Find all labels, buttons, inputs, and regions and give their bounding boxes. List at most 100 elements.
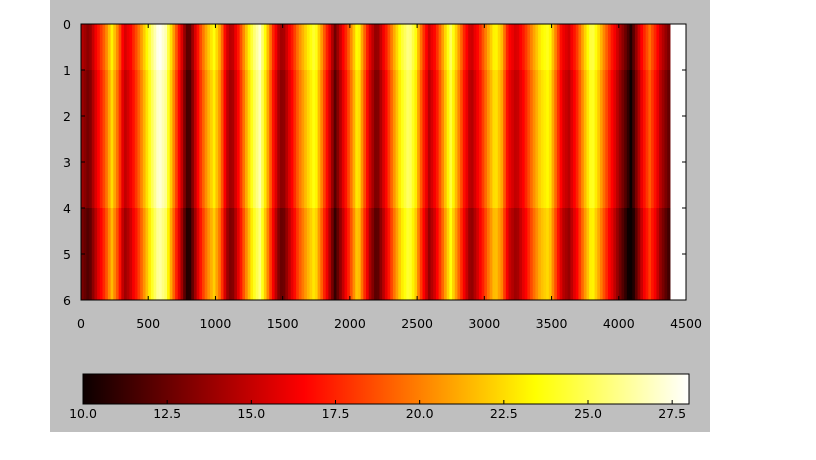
x-tick-label: 2500 <box>401 316 433 331</box>
heatmap-cell <box>586 208 590 300</box>
heatmap-cell <box>183 24 187 70</box>
heatmap-cell <box>589 208 593 300</box>
heatmap-cell <box>175 24 179 70</box>
heatmap-cell <box>484 24 488 70</box>
heatmap-cell <box>258 24 262 70</box>
heatmap-cell <box>212 70 217 208</box>
heatmap-cell <box>247 70 251 208</box>
heatmap-cell <box>212 24 217 70</box>
heatmap-cell <box>301 208 305 300</box>
heatmap-cell <box>484 208 488 300</box>
heatmap-cell <box>438 24 442 70</box>
heatmap-cell <box>599 208 604 300</box>
heatmap-cell <box>339 24 343 70</box>
y-tick-label: 6 <box>63 293 71 308</box>
heatmap-cell <box>602 208 606 300</box>
heatmap-cell <box>177 208 182 300</box>
heatmap-cell <box>293 208 297 300</box>
heatmap-cell <box>478 208 483 300</box>
heatmap-cell <box>325 208 329 300</box>
heatmap-cell <box>263 24 268 70</box>
heatmap-cell <box>384 70 389 208</box>
heatmap-cell <box>368 70 372 208</box>
heatmap-cell <box>430 70 434 208</box>
heatmap-cell <box>419 208 424 300</box>
heatmap-cell <box>331 208 335 300</box>
heatmap-cell <box>312 70 316 208</box>
heatmap-cell <box>624 24 628 70</box>
heatmap-cell <box>357 208 362 300</box>
heatmap-cell <box>513 208 518 300</box>
heatmap-cell <box>336 208 340 300</box>
heatmap-cell <box>546 70 550 208</box>
heatmap-cell <box>274 70 278 208</box>
heatmap-cell <box>293 70 297 208</box>
heatmap-cell <box>559 24 563 70</box>
heatmap-cell <box>629 70 633 208</box>
heatmap-cell <box>661 70 666 208</box>
heatmap-cell <box>220 208 225 300</box>
heatmap-cell <box>452 70 456 208</box>
heatmap-cell <box>613 70 617 208</box>
heatmap-cell <box>648 70 652 208</box>
heatmap-cell <box>234 70 238 208</box>
heatmap-cell <box>288 70 292 208</box>
heatmap-cell <box>231 208 235 300</box>
heatmap-cell <box>271 24 276 70</box>
heatmap-cell <box>137 208 141 300</box>
heatmap-cell <box>234 24 238 70</box>
heatmap-cell <box>409 24 413 70</box>
heatmap-cell <box>352 70 356 208</box>
heatmap-cell <box>220 24 225 70</box>
heatmap-cell <box>368 208 372 300</box>
heatmap-cell <box>304 24 308 70</box>
heatmap-cell <box>142 208 147 300</box>
heatmap-cell <box>323 24 327 70</box>
heatmap-cell <box>556 70 561 208</box>
heatmap-cell <box>142 24 147 70</box>
heatmap-cell <box>634 24 639 70</box>
heatmap-cell <box>99 24 104 70</box>
heatmap-cell <box>543 70 547 208</box>
heatmap-cell <box>640 208 644 300</box>
heatmap-cell <box>250 24 254 70</box>
heatmap-cell <box>298 24 303 70</box>
heatmap-cell <box>642 24 647 70</box>
heatmap-cell <box>172 70 176 208</box>
heatmap-cell <box>460 24 464 70</box>
heatmap-cell <box>430 208 434 300</box>
heatmap-cell <box>492 70 496 208</box>
heatmap-cell <box>489 208 493 300</box>
heatmap-cell <box>481 24 485 70</box>
heatmap-cell <box>548 70 553 208</box>
heatmap-cell <box>124 70 128 208</box>
heatmap-cell <box>489 24 493 70</box>
heatmap-cell <box>473 208 477 300</box>
heatmap-cell <box>567 24 571 70</box>
heatmap-cell <box>667 24 671 70</box>
heatmap-cell <box>441 70 445 208</box>
heatmap-cell <box>495 24 499 70</box>
heatmap-cell <box>470 70 475 208</box>
heatmap-cell <box>296 208 300 300</box>
heatmap-cell <box>331 24 335 70</box>
heatmap-cell <box>258 70 262 208</box>
heatmap-cell <box>193 208 198 300</box>
heatmap-cell <box>562 24 566 70</box>
heatmap-cell <box>148 24 152 70</box>
heatmap-cell <box>164 70 168 208</box>
heatmap-cell <box>314 208 319 300</box>
heatmap-cell <box>387 208 391 300</box>
heatmap-cell <box>347 24 351 70</box>
heatmap-cell <box>191 24 195 70</box>
heatmap-cell <box>199 70 203 208</box>
heatmap-cell <box>632 208 636 300</box>
heatmap-cell <box>376 208 381 300</box>
heatmap-cell <box>444 24 448 70</box>
heatmap-cell <box>548 24 553 70</box>
heatmap-cell <box>156 208 160 300</box>
heatmap-cell <box>473 24 477 70</box>
heatmap-cell <box>94 70 98 208</box>
heatmap-cell <box>89 208 93 300</box>
heatmap-cell <box>476 208 480 300</box>
